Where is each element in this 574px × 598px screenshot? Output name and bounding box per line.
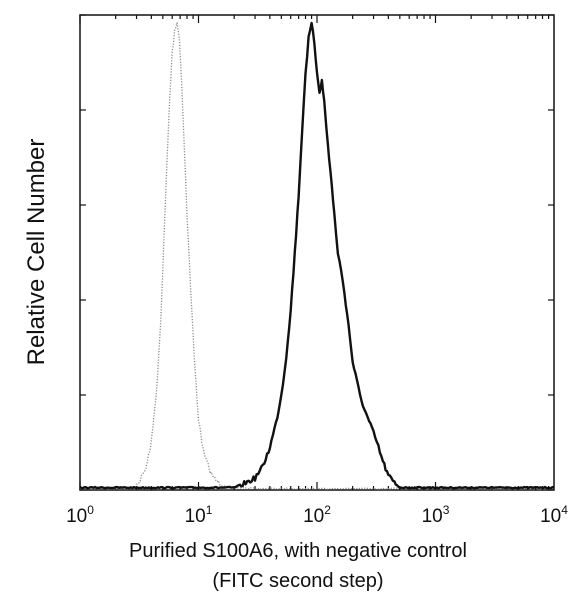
sample-curve: [79, 21, 555, 490]
series-layer: [79, 21, 555, 490]
y-axis-ticks: [80, 14, 554, 491]
x-tick-label: 101: [185, 503, 213, 527]
x-axis-label-line1: Purified S100A6, with negative control: [129, 540, 467, 562]
x-tick-label: 102: [303, 503, 331, 527]
plot-frame: [79, 14, 555, 491]
x-axis-tick-labels: 100 101 102 103 104: [66, 503, 568, 527]
y-axis-label: Relative Cell Number: [23, 139, 50, 366]
negative-control-curve: [79, 22, 555, 490]
x-tick-label: 100: [66, 503, 94, 527]
x-tick-label: 104: [540, 503, 568, 527]
x-axis-label-line2: (FITC second step): [212, 570, 383, 592]
x-axis-ticks: [79, 15, 550, 490]
x-tick-label: 103: [422, 503, 450, 527]
